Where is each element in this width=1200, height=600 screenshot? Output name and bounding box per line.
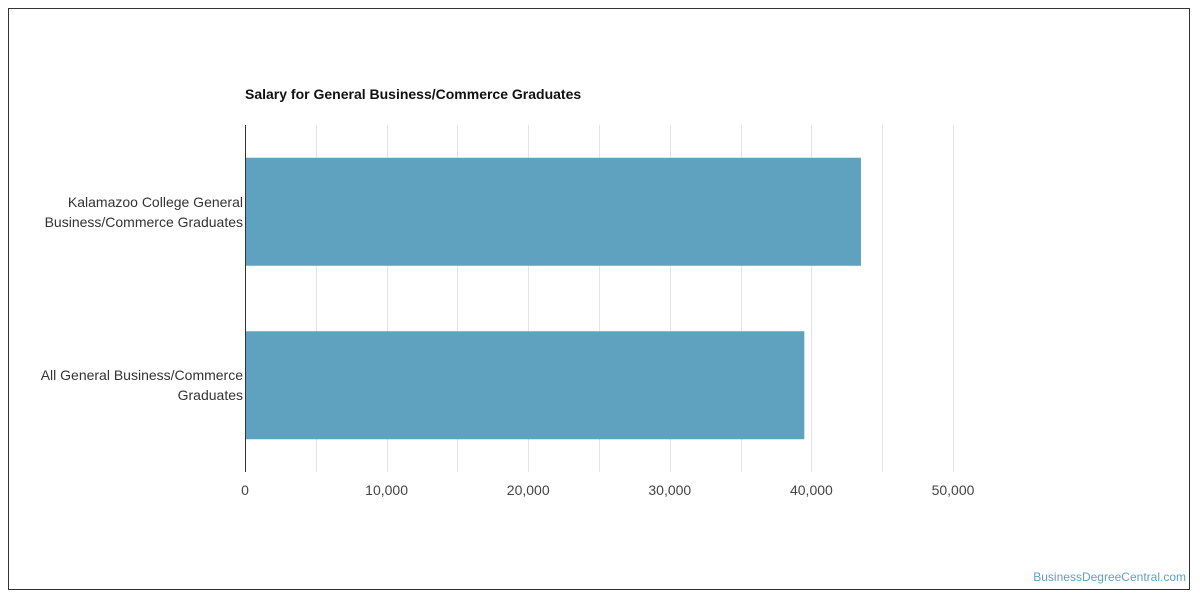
bar-2 xyxy=(245,331,805,440)
category-label-line: Kalamazoo College General xyxy=(67,193,243,210)
x-tick-label: 20,000 xyxy=(507,482,550,498)
x-tick-label: 10,000 xyxy=(365,482,408,498)
x-tick-label: 40,000 xyxy=(790,482,833,498)
x-tick-label: 30,000 xyxy=(648,482,691,498)
category-label-1: Kalamazoo College General Business/Commer… xyxy=(3,192,243,232)
x-tick-label: 0 xyxy=(241,482,249,498)
category-label-2: All General Business/Commerce Graduates xyxy=(3,365,243,405)
category-label-line: All General Business/Commerce xyxy=(40,367,243,384)
x-tick-label: 50,000 xyxy=(932,482,975,498)
category-label-line: Business/Commerce Graduates xyxy=(44,213,243,230)
bar-1 xyxy=(245,157,861,266)
category-label-line: Graduates xyxy=(177,387,243,404)
watermark: BusinessDegreeCentral.com xyxy=(1033,570,1186,584)
chart-title: Salary for General Business/Commerce Gra… xyxy=(245,86,582,102)
